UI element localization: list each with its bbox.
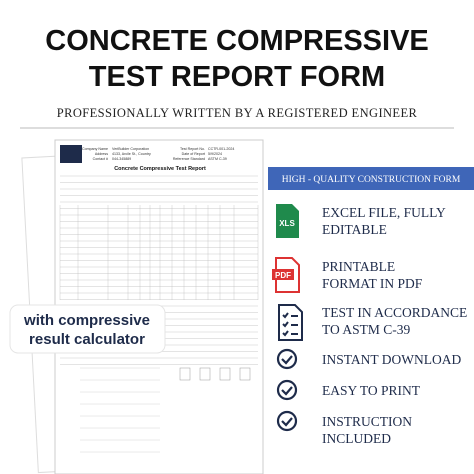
form-value: ASTM C-39 <box>208 157 227 161</box>
icon-label: PDF <box>275 271 291 280</box>
feature-text: INSTRUCTION <box>322 414 412 429</box>
form-value: VeriBuilder Corporation <box>112 147 149 151</box>
form-label: Reference Standard <box>173 157 205 161</box>
check-icon <box>276 348 298 432</box>
title-line: CONCRETE COMPRESSIVE <box>45 25 429 57</box>
form-label: Test Report No. <box>180 147 205 151</box>
feature-text: TO ASTM C-39 <box>322 322 411 337</box>
feature-text: TEST IN ACCORDANCE <box>322 305 467 320</box>
feature-text: EASY TO PRINT <box>322 383 421 398</box>
feature-text: EDITABLE <box>322 222 387 237</box>
spec-figure <box>219 367 231 381</box>
feature-text: FORMAT IN PDF <box>322 276 423 291</box>
doc-icon <box>278 304 303 341</box>
form-value: 5/9/2024 <box>208 152 222 156</box>
badge <box>9 304 166 354</box>
banner-text: HIGH - QUALITY CONSTRUCTION FORM <box>282 175 461 185</box>
badge-text: result calculator <box>29 331 145 348</box>
title-line: TEST REPORT FORM <box>89 61 385 93</box>
icon-label: XLS <box>279 219 295 228</box>
banner <box>268 167 474 190</box>
form-label: Date of Report <box>182 152 205 156</box>
xls-icon: XLS <box>276 204 299 238</box>
feature-text: EXCEL FILE, FULLY <box>322 205 446 220</box>
form-label: Company Name <box>82 147 108 151</box>
form-value: 044-345889 <box>112 157 131 161</box>
form-label: Contact # <box>93 157 108 161</box>
badge-text: with compressive <box>23 312 150 329</box>
feature-text: PRINTABLE <box>322 259 395 274</box>
form-value: CCTR-001-2024 <box>208 147 234 151</box>
logo <box>60 145 82 163</box>
spec-figure <box>199 367 211 381</box>
form-title: Concrete Compressive Test Report <box>114 166 206 172</box>
form-value: 4133, Arcile St., Country <box>112 152 151 156</box>
feature-text: INSTANT DOWNLOAD <box>322 352 462 367</box>
feature-text: INCLUDED <box>322 431 391 446</box>
pdf-icon: PDF <box>272 257 300 293</box>
subtitle: PROFESSIONALLY WRITTEN BY A REGISTERED E… <box>57 106 418 120</box>
spec-figure <box>239 367 251 381</box>
spec-figure <box>179 367 191 381</box>
form-label: Address <box>95 152 108 156</box>
